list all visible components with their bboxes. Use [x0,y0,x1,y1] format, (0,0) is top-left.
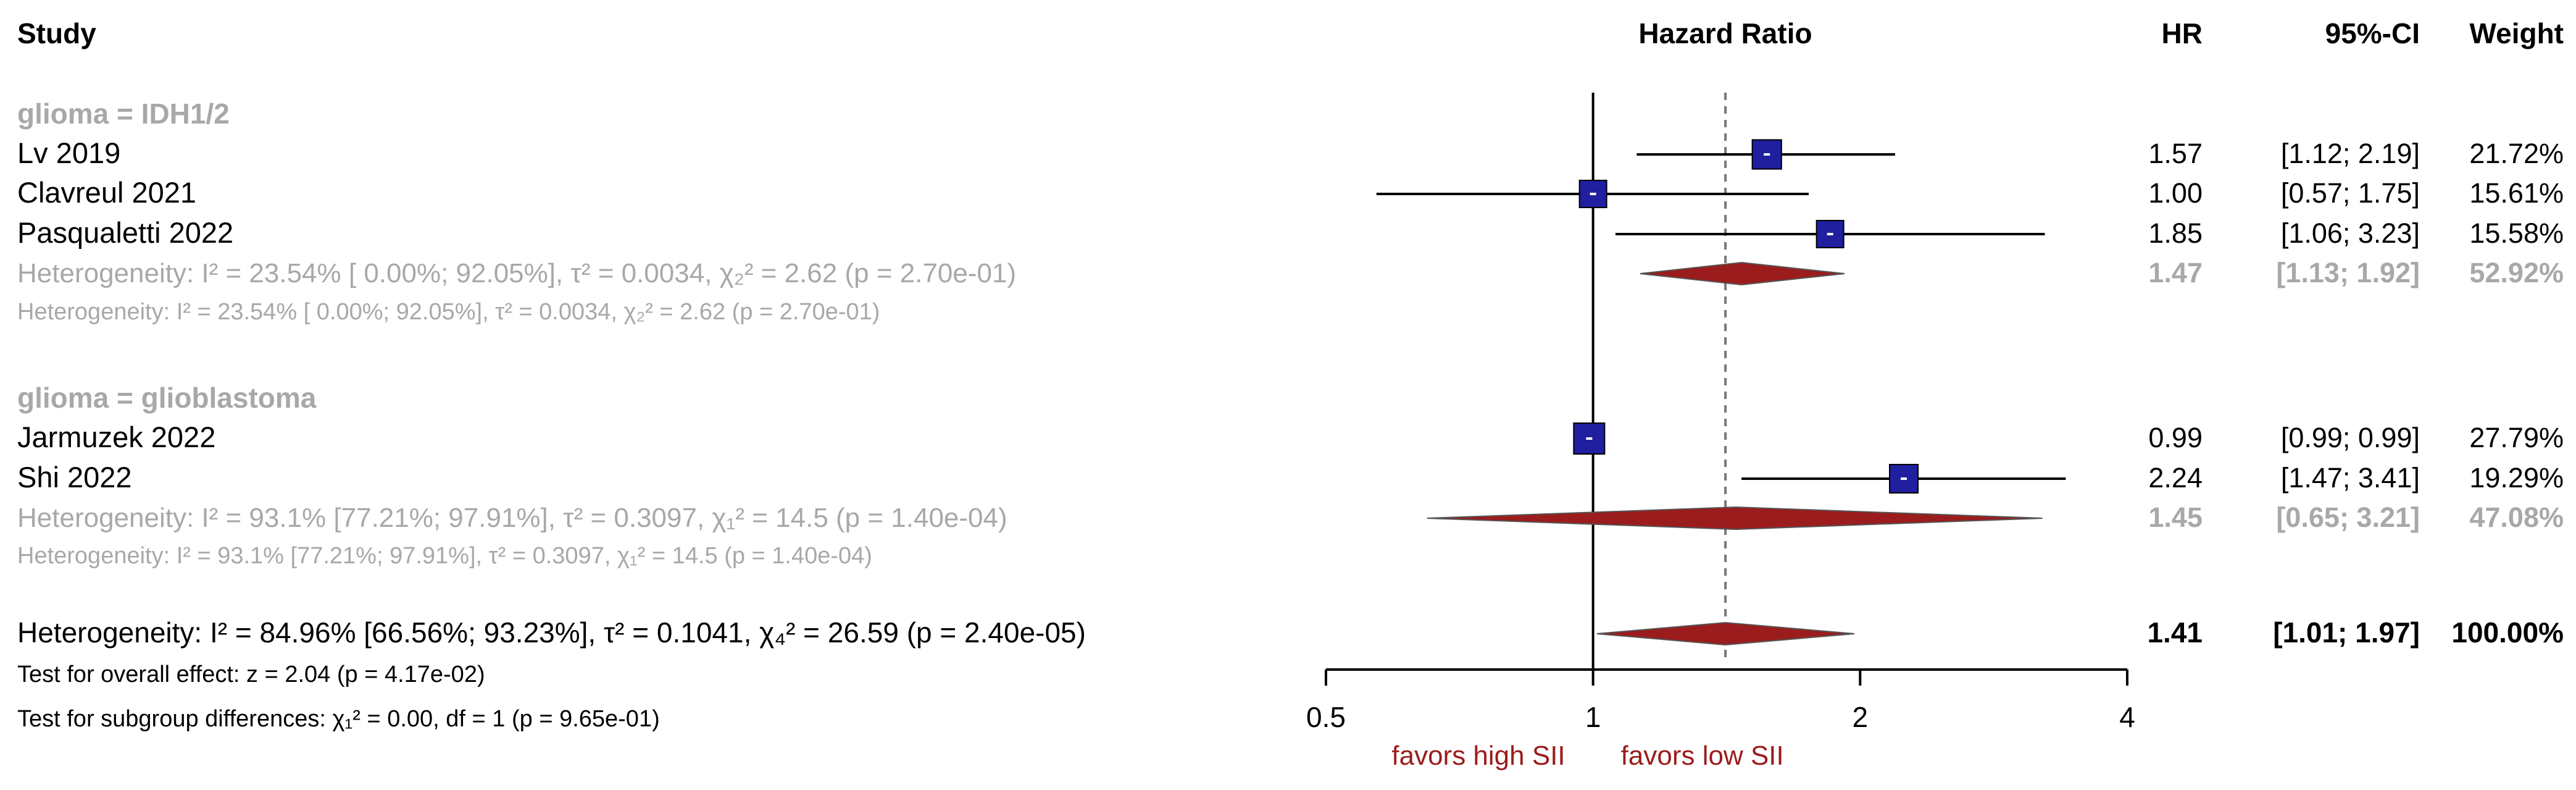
favors-left-label: favors high SII [1391,741,1565,771]
study-label: Shi 2022 [17,461,132,494]
study-label: Jarmuzek 2022 [17,421,215,453]
heterogeneity-line-small: Heterogeneity: I² = 23.54% [ 0.00%; 92.0… [17,299,880,325]
overall-heterogeneity: Heterogeneity: I² = 84.96% [66.56%; 93.2… [17,616,1086,649]
favors-right-label: favors low SII [1621,741,1784,771]
ci-value: [0.99; 0.99] [2281,422,2420,453]
test-subgroup-differences: Test for subgroup differences: χ₁² = 0.0… [17,706,660,732]
study-label: Lv 2019 [17,137,120,169]
weight-value: 21.72% [2469,138,2564,169]
plot-area [1325,93,2128,686]
subgroup-label: glioma = glioblastoma [17,382,317,414]
header-hr: HR [2162,17,2203,49]
tick-label: 4 [2119,701,2135,733]
study-label: Clavreul 2021 [17,176,196,209]
header-weight: Weight [2470,17,2564,49]
overall-hr-value: 1.41 [2147,616,2203,649]
header-ci: 95%-CI [2325,17,2420,49]
subgroup-summary-diamond [1640,261,1844,286]
weight-value: 27.79% [2469,422,2564,453]
ci-value: [1.06; 3.23] [2281,217,2420,249]
heterogeneity-line: Heterogeneity: I² = 93.1% [77.21%; 97.91… [17,503,1007,533]
weight-value: 15.61% [2469,177,2564,209]
overall-ci-value: [1.01; 1.97] [2273,616,2420,649]
heterogeneity-line: Heterogeneity: I² = 23.54% [ 0.00%; 92.0… [17,258,1016,288]
study-label: Pasqualetti 2022 [17,216,233,249]
subgroup-weight-value: 47.08% [2469,502,2564,533]
hr-value: 1.85 [2148,217,2203,249]
hr-value: 1.57 [2148,138,2203,169]
hr-value: 2.24 [2148,462,2203,494]
subgroup-ci-value: [0.65; 3.21] [2276,502,2420,533]
heterogeneity-line-small: Heterogeneity: I² = 93.1% [77.21%; 97.91… [17,543,872,569]
tick-label: 1 [1585,701,1601,733]
ci-value: [1.12; 2.19] [2281,138,2420,169]
ci-value: [1.47; 3.41] [2281,462,2420,494]
numeric-columns: 1.57 [1.12; 2.19] 21.72% 1.00 [0.57; 1.7… [2147,138,2564,649]
subgroup-hr-value: 1.47 [2148,257,2203,288]
subgroup-hr-value: 1.45 [2148,502,2203,533]
subgroup-summary-diamond [1427,506,2043,531]
subgroup-label: glioma = IDH1/2 [17,98,230,130]
hr-value: 1.00 [2148,177,2203,209]
header-study: Study [17,17,96,49]
overall-weight-value: 100.00% [2451,616,2564,649]
tick-label: 2 [1853,701,1869,733]
tick-label: 0.5 [1306,701,1346,733]
hr-value: 0.99 [2148,422,2203,453]
weight-value: 15.58% [2469,217,2564,249]
weight-value: 19.29% [2469,462,2564,494]
header-hazard-ratio: Hazard Ratio [1638,17,1812,49]
ci-value: [0.57; 1.75] [2281,177,2420,209]
overall-summary-diamond [1596,621,1854,646]
subgroup-ci-value: [1.13; 1.92] [2276,257,2420,288]
test-overall-effect: Test for overall effect: z = 2.04 (p = 4… [17,662,485,687]
subgroup-weight-value: 52.92% [2469,257,2564,288]
